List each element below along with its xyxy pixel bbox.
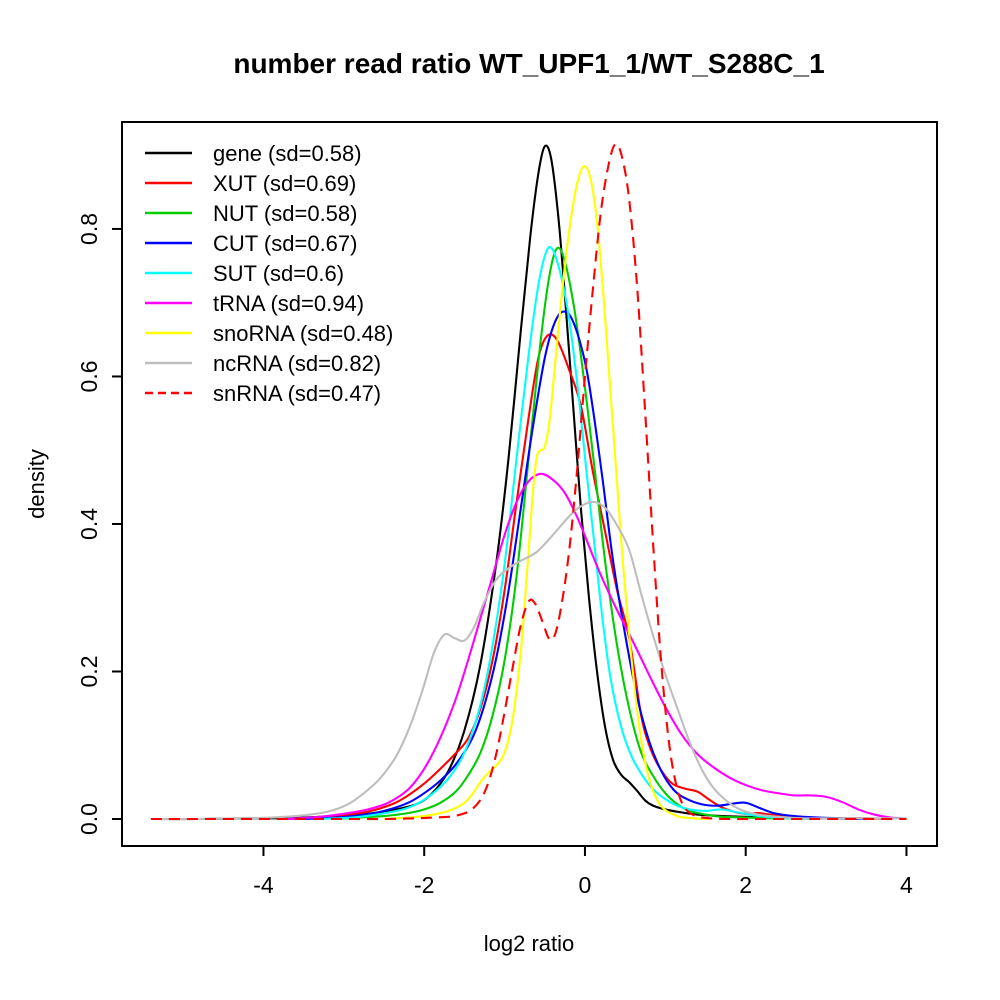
legend-item-CUT: CUT (sd=0.67)	[145, 231, 357, 256]
legend-item-gene: gene (sd=0.58)	[145, 141, 362, 166]
density-curves	[150, 142, 907, 821]
y-tick-label: 0.4	[76, 508, 102, 540]
y-tick-label: 0.8	[76, 213, 102, 245]
x-tick-label: -2	[414, 872, 434, 898]
legend-item-snRNA: snRNA (sd=0.47)	[145, 381, 381, 406]
curve-tRNA	[287, 472, 903, 821]
legend-item-XUT: XUT (sd=0.69)	[145, 171, 356, 196]
legend-label-snoRNA: snoRNA (sd=0.48)	[213, 321, 393, 346]
legend: gene (sd=0.58) XUT (sd=0.69) NUT (sd=0.58)…	[145, 141, 393, 406]
curve-gene	[150, 144, 859, 821]
curve-ncRNA	[150, 500, 907, 821]
legend-label-SUT: SUT (sd=0.6)	[213, 261, 344, 286]
legend-label-NUT: NUT (sd=0.58)	[213, 201, 357, 226]
curve-CUT	[303, 310, 867, 821]
y-tick-label: 0.0	[76, 803, 102, 835]
x-axis-ticks: -4 -2 0 2 4	[253, 846, 913, 898]
y-axis-ticks: 0.0 0.2 0.4 0.6 0.8	[76, 213, 122, 835]
legend-label-CUT: CUT (sd=0.67)	[213, 231, 357, 256]
legend-label-gene: gene (sd=0.58)	[213, 141, 362, 166]
legend-item-NUT: NUT (sd=0.58)	[145, 201, 357, 226]
legend-item-snoRNA: snoRNA (sd=0.48)	[145, 321, 393, 346]
chart-title: number read ratio WT_UPF1_1/WT_S288C_1	[233, 48, 824, 79]
legend-item-SUT: SUT (sd=0.6)	[145, 261, 344, 286]
plot-border	[121, 121, 938, 847]
x-tick-label: 2	[739, 872, 752, 898]
legend-label-ncRNA: ncRNA (sd=0.82)	[213, 351, 381, 376]
curve-XUT	[287, 333, 891, 821]
x-tick-label: 0	[579, 872, 592, 898]
curve-snoRNA	[383, 165, 710, 821]
y-axis-title: density	[24, 449, 49, 519]
x-axis-title: log2 ratio	[484, 931, 575, 956]
legend-item-tRNA: tRNA (sd=0.94)	[145, 291, 364, 316]
curve-NUT	[335, 246, 819, 821]
y-tick-label: 0.6	[76, 360, 102, 392]
legend-label-XUT: XUT (sd=0.69)	[213, 171, 356, 196]
x-tick-label: -4	[253, 872, 274, 898]
x-tick-label: 4	[900, 872, 913, 898]
legend-label-snRNA: snRNA (sd=0.47)	[213, 381, 381, 406]
y-tick-label: 0.2	[76, 655, 102, 687]
curve-SUT	[319, 245, 819, 821]
legend-item-ncRNA: ncRNA (sd=0.82)	[145, 351, 381, 376]
legend-label-tRNA: tRNA (sd=0.94)	[213, 291, 364, 316]
curve-snRNA	[150, 142, 907, 821]
